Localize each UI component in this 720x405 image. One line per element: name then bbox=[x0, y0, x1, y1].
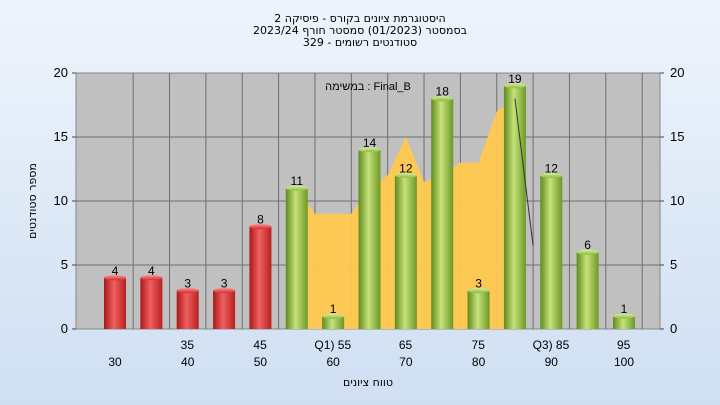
bar-cap bbox=[613, 313, 635, 319]
chart-title: היסטוגרמת ציונים בקורס - פיסיקה 2 bbox=[274, 12, 446, 25]
bar-value-label: 18 bbox=[436, 85, 450, 99]
bars-layer bbox=[104, 83, 635, 329]
y-tick-label-right: 0 bbox=[670, 321, 677, 336]
x-axis-ticks: 30 35 40 45 50 55 (Q1 60 65 70 75 80 85 (Q3 90 95 100 bbox=[108, 338, 634, 369]
y-tick-label-right: 5 bbox=[670, 257, 677, 272]
bar-body bbox=[249, 226, 272, 329]
x-tick-label-11: 85 (Q3 bbox=[533, 338, 570, 352]
bar-30 bbox=[104, 275, 126, 329]
bar-value-label: 8 bbox=[257, 213, 264, 227]
x-tick-label-13: 95 bbox=[617, 338, 631, 352]
bar-cap bbox=[358, 147, 381, 153]
bar-70 bbox=[394, 172, 417, 329]
y-tick-label-right: 15 bbox=[670, 129, 684, 144]
bar-cap bbox=[576, 249, 599, 255]
y-tick-label-left: 5 bbox=[61, 257, 68, 272]
bar-cap bbox=[213, 288, 236, 294]
bar-100 bbox=[613, 313, 635, 329]
bar-cap bbox=[104, 275, 126, 281]
bar-75 bbox=[431, 96, 454, 329]
bar-body bbox=[613, 316, 635, 329]
bar-45 bbox=[213, 288, 236, 329]
y-axis-left-ticks: 0 5 10 15 20 bbox=[54, 65, 76, 336]
line-series bbox=[514, 98, 534, 246]
bar-65 bbox=[358, 147, 381, 329]
bar-body bbox=[176, 290, 199, 329]
x-tick-label-12: 90 bbox=[545, 355, 559, 369]
chart-subtitle-1: בסמסטר (01/2023) סמסטר חורף 2023/24 bbox=[253, 24, 467, 37]
chart-annotation: במשימה : Final_B bbox=[325, 81, 411, 93]
x-tick-label-3: 45 bbox=[253, 338, 267, 352]
bar-90 bbox=[540, 172, 563, 329]
y-tick-label-left: 10 bbox=[54, 193, 68, 208]
bar-55 (Q1 bbox=[285, 185, 308, 329]
bar-cap bbox=[467, 288, 490, 294]
x-tick-label-10: 80 bbox=[472, 355, 486, 369]
y-tick-label-right: 10 bbox=[670, 193, 684, 208]
bar-body bbox=[358, 149, 381, 329]
bar-85 (Q3 bbox=[503, 83, 526, 329]
bar-body bbox=[467, 290, 490, 329]
bar-body bbox=[394, 175, 417, 329]
x-tick-label-5: 55 (Q1 bbox=[314, 338, 351, 352]
bar-value-label: 19 bbox=[508, 72, 522, 86]
bar-cap bbox=[431, 96, 454, 102]
bar-95 bbox=[576, 249, 599, 329]
x-axis-title: טווח ציונים bbox=[343, 376, 393, 389]
bar-40 bbox=[176, 288, 199, 329]
line-series-layer bbox=[514, 98, 534, 246]
bar-body bbox=[431, 98, 454, 329]
x-tick-label-6: 60 bbox=[326, 355, 340, 369]
bar-value-label: 14 bbox=[363, 136, 377, 150]
bar-value-label: 4 bbox=[148, 264, 155, 278]
bar-value-label: 12 bbox=[545, 161, 559, 175]
bar-value-label: 11 bbox=[291, 174, 304, 188]
bar-body bbox=[140, 277, 163, 329]
y-tick-label-left: 0 bbox=[61, 321, 68, 336]
y-axis-right-ticks: 0 5 10 15 20 bbox=[660, 65, 684, 336]
chart-subtitle-2: 329 - סטודנטים רשומים bbox=[302, 36, 418, 49]
x-tick-label-1: 35 bbox=[181, 338, 195, 352]
bar-body bbox=[540, 175, 563, 329]
bar-value-label: 1 bbox=[621, 302, 628, 316]
bar-value-label: 6 bbox=[584, 238, 591, 252]
x-tick-label-4: 50 bbox=[254, 355, 268, 369]
bar-value-label: 3 bbox=[184, 277, 191, 291]
x-tick-label-8: 70 bbox=[399, 355, 413, 369]
bar-35 bbox=[140, 275, 163, 329]
x-tick-label-14: 100 bbox=[614, 355, 634, 369]
x-tick-label-9: 75 bbox=[472, 338, 486, 352]
bar-body bbox=[104, 277, 126, 329]
bar-body bbox=[213, 290, 236, 329]
y-tick-label-right: 20 bbox=[670, 65, 684, 80]
bar-body bbox=[503, 85, 526, 329]
bar-cap bbox=[540, 172, 563, 178]
bar-cap bbox=[503, 83, 526, 89]
bar-value-label: 1 bbox=[330, 302, 337, 316]
bar-60 bbox=[322, 313, 345, 329]
x-tick-label-0: 30 bbox=[108, 355, 122, 369]
bar-body bbox=[285, 188, 308, 329]
y-axis-title: מספר סטודנטים bbox=[26, 163, 39, 239]
bar-body bbox=[322, 316, 345, 329]
bar-cap bbox=[285, 185, 308, 191]
bar-value-label: 3 bbox=[221, 277, 228, 291]
x-tick-label-7: 65 bbox=[399, 338, 413, 352]
bar-value-label: 12 bbox=[399, 161, 413, 175]
y-tick-label-left: 20 bbox=[54, 65, 68, 80]
bar-50 bbox=[249, 224, 272, 329]
bar-body bbox=[576, 252, 599, 329]
bar-value-label: 4 bbox=[112, 264, 119, 278]
bar-80 bbox=[467, 288, 490, 329]
bar-cap bbox=[249, 224, 272, 230]
bar-cap bbox=[394, 172, 417, 178]
bar-cap bbox=[322, 313, 345, 319]
bar-cap bbox=[176, 288, 199, 294]
bar-cap bbox=[140, 275, 163, 281]
x-tick-label-2: 40 bbox=[181, 355, 195, 369]
y-tick-label-left: 15 bbox=[54, 129, 68, 144]
bar-value-label: 3 bbox=[475, 277, 482, 291]
